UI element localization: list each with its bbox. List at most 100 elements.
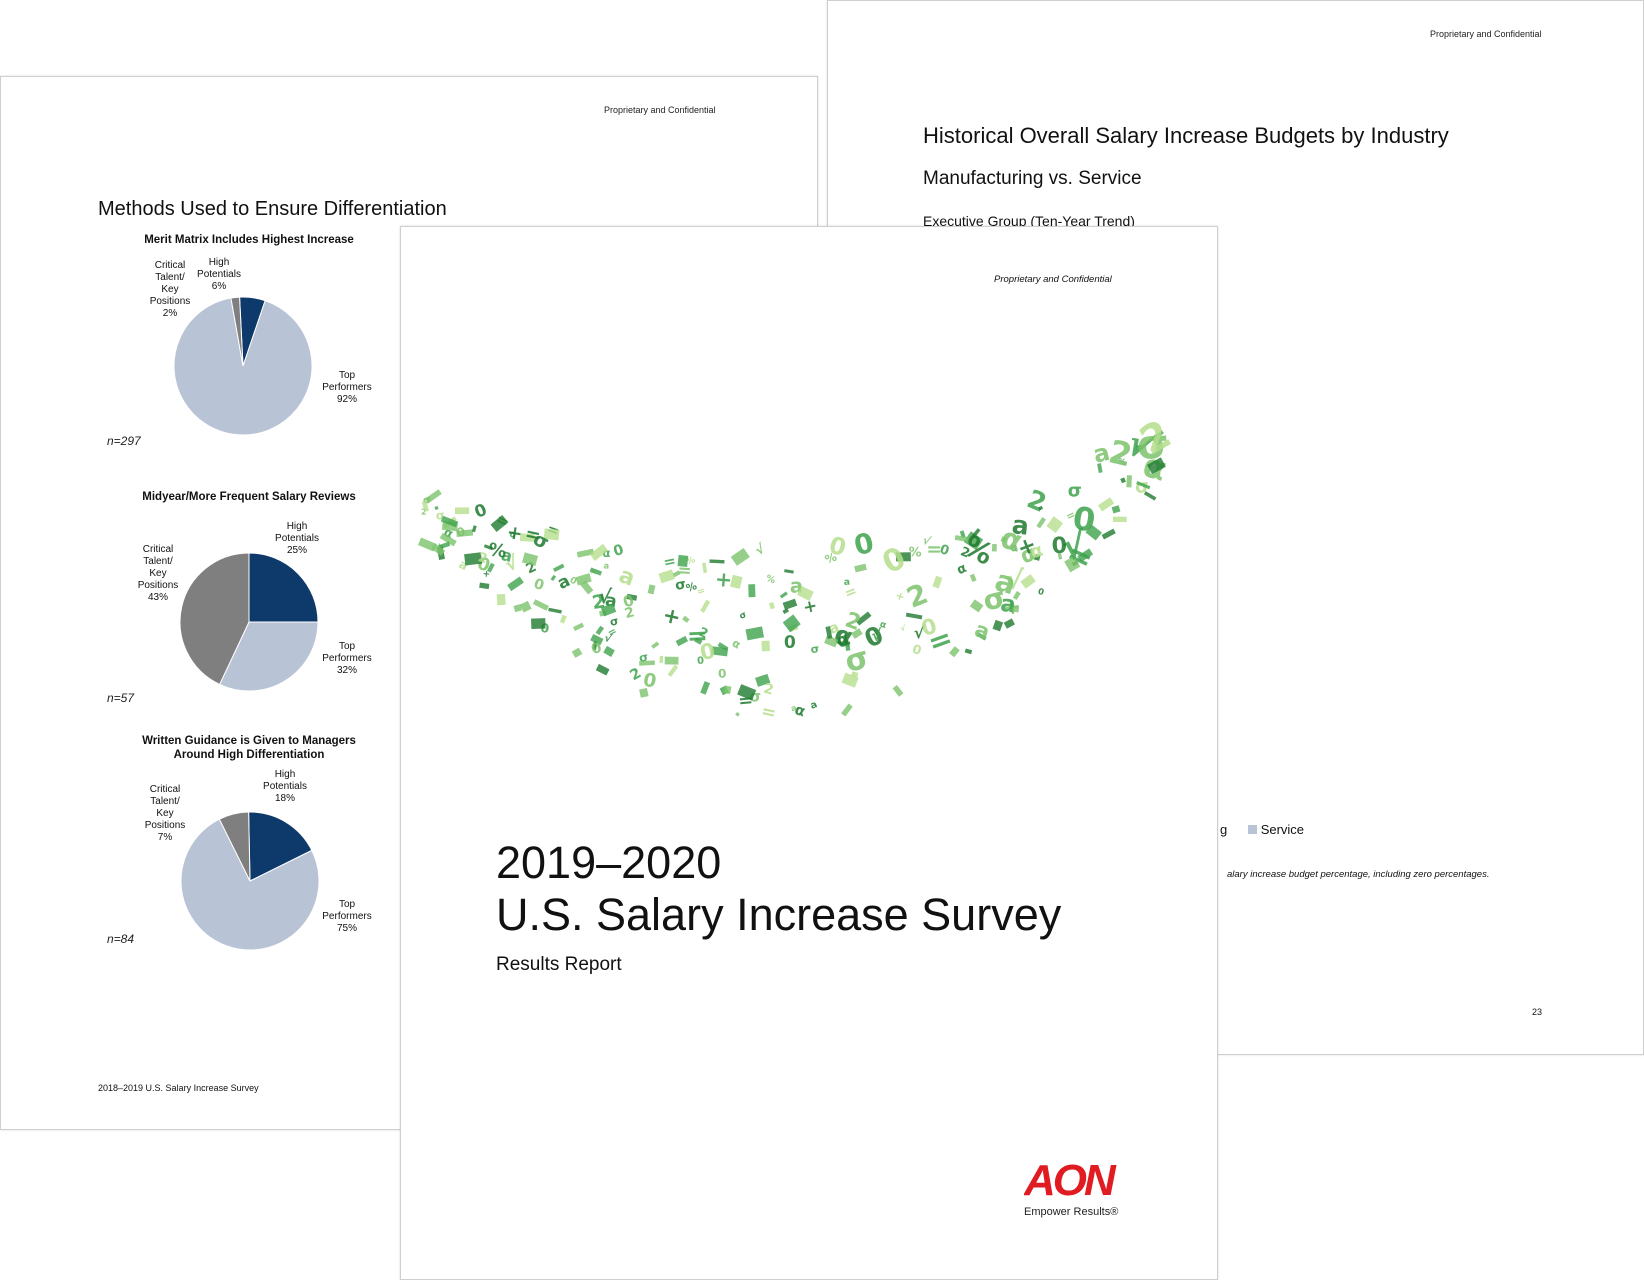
cover-art-shape <box>418 537 437 552</box>
cover-art-shape <box>730 547 750 566</box>
pie-slice <box>248 552 319 623</box>
cover-art-shape <box>782 608 790 615</box>
legend: g Service <box>1220 821 1304 839</box>
pie-chart <box>180 811 320 951</box>
sample-size-label: n=57 <box>107 691 135 705</box>
slice-label-top-performers: Top Performers 92% <box>322 370 372 405</box>
cover-art-shape <box>600 603 617 617</box>
cover-art-glyph: a <box>615 562 638 592</box>
cover-art-shape <box>667 664 679 677</box>
cover-art-shape <box>851 628 863 639</box>
cover-art-glyph: σ <box>674 576 687 594</box>
logo-tagline: Empower Results® <box>1024 1206 1119 1218</box>
cover-art-shape <box>496 593 506 606</box>
cover-art-glyph: % <box>487 539 508 562</box>
cover-art-shape <box>589 567 602 576</box>
slice-label-critical-talent: Critical Talent/Key Positions 7% <box>144 784 186 843</box>
cover-art-shape <box>976 632 987 641</box>
cover-art-glyph: + <box>482 569 490 580</box>
cover-art-shape <box>677 554 689 568</box>
cover-art-glyph: √ <box>1004 564 1024 596</box>
cover-art-glyph: √ <box>752 541 768 559</box>
cover-art-glyph: = <box>926 539 942 560</box>
cover-art-shape <box>959 530 966 539</box>
cover-art-glyph: + <box>1002 594 1023 621</box>
cover-year: 2019–2020 <box>496 837 722 888</box>
cover-art-glyph: 0 <box>455 524 467 540</box>
cover-art-glyph: 0 <box>919 614 940 642</box>
cover-art-glyph: σ <box>609 614 621 629</box>
cover-art-glyph: √ <box>597 585 613 609</box>
cover-art-shape <box>454 507 470 515</box>
cover-art-shape <box>1046 516 1063 533</box>
page-title: Methods Used to Ensure Differentiation <box>98 198 447 220</box>
sample-size-label: n=297 <box>107 434 141 448</box>
pie-slice <box>218 811 251 882</box>
cover-art-glyph: 0 <box>641 669 658 692</box>
cover-art-shape <box>1064 555 1081 573</box>
cover-art-shape <box>1111 505 1121 514</box>
cover-art-shape <box>844 642 851 651</box>
cover-art-shape <box>755 673 771 687</box>
cover-art-glyph: σ <box>422 494 431 507</box>
cover-art-glyph: α <box>730 637 743 652</box>
cover-art-shape <box>1152 430 1164 441</box>
cover-art-shape <box>782 614 801 633</box>
cover-art-shape <box>1097 497 1115 512</box>
cover-art-shape <box>905 612 923 620</box>
cover-art-shape <box>580 580 594 595</box>
cover-art-glyph: 2 <box>421 507 427 517</box>
cover-art-shape <box>954 535 972 543</box>
cover-art-glyph: 2 <box>476 550 488 567</box>
cover-art-shape <box>548 607 562 614</box>
pie-chart <box>173 296 313 436</box>
cover-art-shape <box>559 614 567 624</box>
cover-art-glyph: 0 <box>697 656 705 667</box>
chart-footnote: alary increase budget percentage, includ… <box>1227 869 1490 880</box>
cover-art-shape <box>1011 606 1020 613</box>
cover-art-shape <box>992 619 1004 632</box>
cover-art-glyph: α <box>879 620 888 631</box>
cover-art-glyph: a <box>789 703 797 713</box>
cover-art-glyph: a <box>1010 510 1030 541</box>
pie-title: Merit Matrix Includes Highest Increase <box>144 234 354 246</box>
cover-art-glyph: 2 <box>623 604 636 622</box>
pie-title: Midyear/More Frequent Salary Reviews <box>142 491 356 503</box>
cover-art-glyph: % <box>1117 456 1127 467</box>
cover-art-glyph: = <box>662 552 677 571</box>
cover-art-shape <box>483 544 494 551</box>
cover-art-shape <box>892 684 904 697</box>
pie-title: Written Guidance is Given to Managers Aro… <box>142 735 356 761</box>
cover-art-shape <box>550 574 557 581</box>
cover-art-glyph: 0 <box>784 633 796 653</box>
cover-art-shape <box>590 633 604 646</box>
cover-art-glyph: = <box>686 621 708 651</box>
cover-art-shape <box>519 533 535 542</box>
slice-label-top-performers: Top Performers 75% <box>322 899 372 934</box>
page-title: Historical Overall Salary Increase Budge… <box>923 123 1449 148</box>
pie-slice <box>230 296 244 367</box>
cover-art-shape <box>1038 505 1044 511</box>
cover-art-glyph: 0 <box>1037 586 1046 597</box>
cover-art-glyph: 0 <box>1051 533 1068 560</box>
cover-art-shape <box>456 529 474 537</box>
cover-art-glyph: α <box>1027 540 1045 564</box>
cover-art-shape <box>1143 491 1157 501</box>
cover-art-shape <box>440 515 459 528</box>
confidential-label: Proprietary and Confidential <box>1430 29 1542 39</box>
legend-service-label: Service <box>1260 822 1305 837</box>
cover-art-shape <box>490 515 509 533</box>
cover-art-shape <box>1112 516 1127 523</box>
slice-label-high-potentials: High Potentials 18% <box>263 769 307 804</box>
cover-art-shape <box>424 489 442 504</box>
cover-art-glyph: α <box>793 701 808 720</box>
cover-art-glyph: 0 <box>851 527 877 563</box>
cover-art-shape <box>723 685 732 695</box>
cover-art-shape <box>729 574 743 589</box>
cover-art-glyph: α <box>955 561 969 578</box>
cover-art-shape <box>1135 445 1143 450</box>
cover-art-glyph: σ <box>638 650 650 666</box>
cover-art-glyph: + <box>894 589 907 604</box>
cover-art-glyph: 0 <box>718 666 727 680</box>
cover-art-glyph: 0 <box>589 640 604 658</box>
